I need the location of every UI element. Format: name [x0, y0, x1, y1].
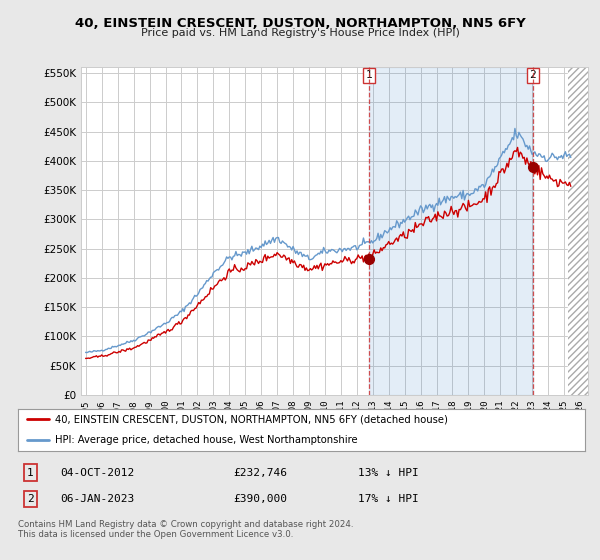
Text: 40, EINSTEIN CRESCENT, DUSTON, NORTHAMPTON, NN5 6FY (detached house): 40, EINSTEIN CRESCENT, DUSTON, NORTHAMPT…	[55, 414, 448, 424]
Text: 2: 2	[529, 71, 536, 81]
Bar	[369, 67, 533, 395]
Text: 1: 1	[365, 71, 372, 81]
Text: £232,746: £232,746	[233, 468, 287, 478]
Text: 04-OCT-2012: 04-OCT-2012	[61, 468, 135, 478]
Text: Price paid vs. HM Land Registry's House Price Index (HPI): Price paid vs. HM Land Registry's House …	[140, 28, 460, 38]
Text: 06-JAN-2023: 06-JAN-2023	[61, 494, 135, 504]
Text: 13% ↓ HPI: 13% ↓ HPI	[358, 468, 419, 478]
Text: 2: 2	[27, 494, 34, 504]
Text: 17% ↓ HPI: 17% ↓ HPI	[358, 494, 419, 504]
Text: Contains HM Land Registry data © Crown copyright and database right 2024.
This d: Contains HM Land Registry data © Crown c…	[18, 520, 353, 539]
Text: 40, EINSTEIN CRESCENT, DUSTON, NORTHAMPTON, NN5 6FY: 40, EINSTEIN CRESCENT, DUSTON, NORTHAMPT…	[74, 17, 526, 30]
Text: £390,000: £390,000	[233, 494, 287, 504]
Text: 1: 1	[27, 468, 34, 478]
Text: HPI: Average price, detached house, West Northamptonshire: HPI: Average price, detached house, West…	[55, 435, 358, 445]
Bar	[568, 67, 588, 395]
